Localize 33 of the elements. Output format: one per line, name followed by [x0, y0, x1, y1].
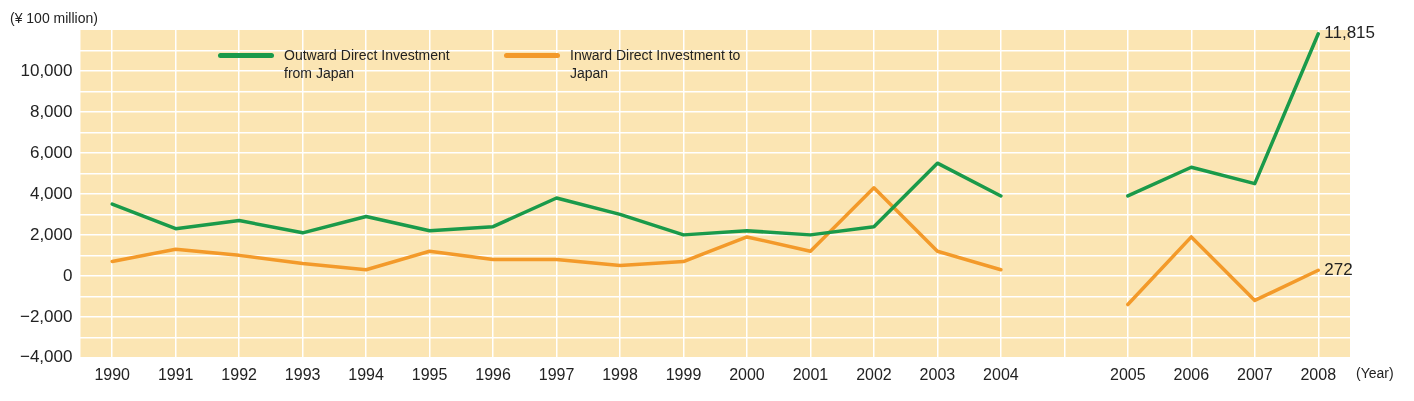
x-axis-title: (Year)	[1356, 364, 1394, 381]
y-tick-label: 4,000	[29, 183, 73, 203]
x-tick-label: 2000	[729, 365, 765, 383]
x-tick-label: 2002	[856, 365, 892, 383]
y-tick-label: −2,000	[19, 306, 73, 326]
y-tick-label: 10,000	[20, 60, 73, 80]
x-tick-label: 1998	[602, 365, 638, 383]
x-tick-label: 1993	[284, 365, 321, 383]
y-tick-label: 0	[63, 265, 73, 285]
y-tick-label: 8,000	[29, 101, 73, 121]
x-tick-label: 1997	[538, 365, 575, 383]
y-axis-title: (¥ 100 million)	[10, 9, 98, 26]
x-tick-label: 1999	[665, 365, 702, 383]
x-tick-label: 2005	[1110, 365, 1146, 383]
y-tick-label: 2,000	[29, 224, 73, 244]
x-tick-label: 2007	[1236, 365, 1273, 383]
x-tick-label: 2003	[919, 365, 956, 383]
x-tick-label: 1994	[348, 365, 385, 383]
data-label: 272	[1324, 259, 1353, 279]
legend-label: Outward Direct Investment from Japan	[284, 46, 451, 82]
x-tick-label: 2008	[1300, 365, 1337, 383]
x-tick-label: 1992	[221, 365, 258, 383]
x-tick-label: 2001	[792, 365, 829, 383]
x-tick-label: 2006	[1173, 365, 1210, 383]
legend-label: Inward Direct Investment to Japan	[570, 46, 742, 82]
x-tick-label: 2004	[983, 365, 1019, 383]
x-tick-label: 1995	[411, 365, 448, 383]
y-tick-label: −4,000	[19, 347, 73, 367]
x-tick-label: 1990	[94, 365, 131, 383]
data-label: 11,815	[1324, 23, 1375, 43]
x-tick-label: 1996	[475, 365, 511, 383]
y-tick-label: 6,000	[29, 142, 73, 162]
x-tick-label: 1991	[157, 365, 194, 383]
